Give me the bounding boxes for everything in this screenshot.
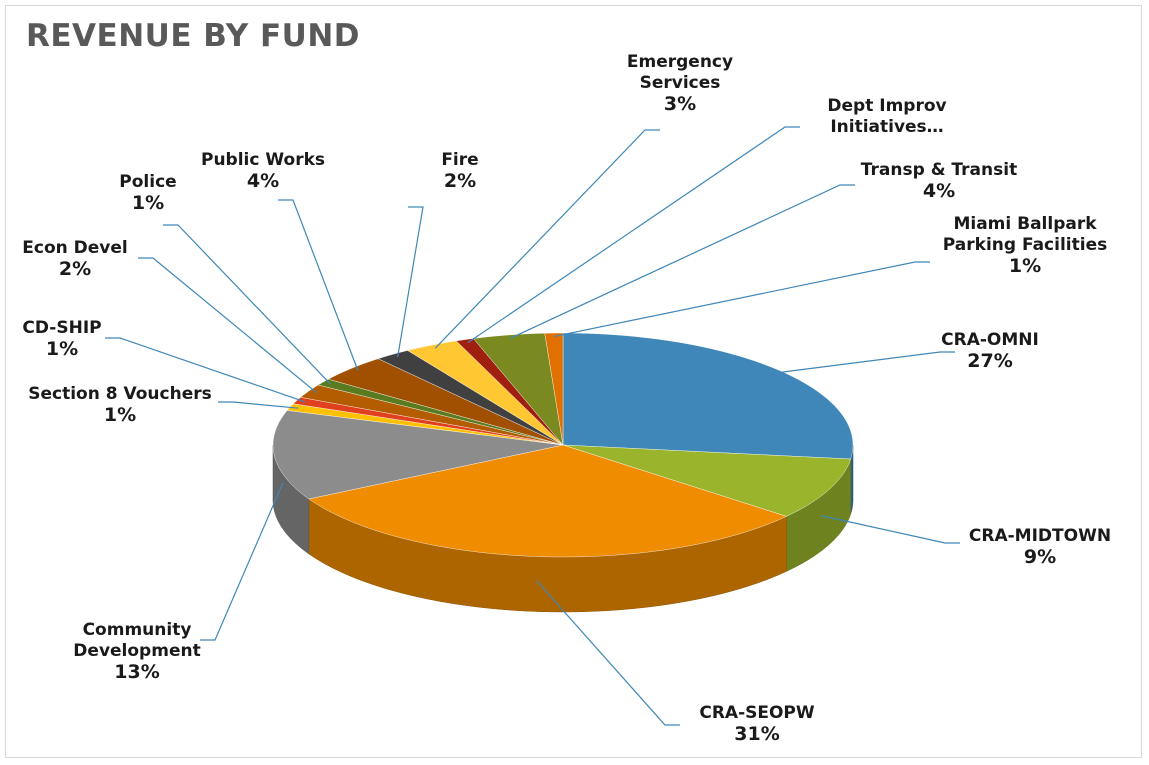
- pie-slice: [300, 384, 564, 446]
- category-label: Transp & Transit: [860, 160, 1018, 180]
- value-label: 4%: [922, 180, 956, 202]
- leader-line: [434, 129, 660, 349]
- pie-slice: [377, 350, 564, 446]
- leader-line: [554, 261, 930, 338]
- value-label: 1%: [45, 338, 79, 360]
- data-label: CRA-MIDTOWN 9%: [940, 526, 1140, 568]
- data-label: Public Works 4%: [178, 150, 348, 192]
- category-label: Econ Devel: [22, 238, 128, 258]
- leader-line: [105, 337, 306, 403]
- value-label: 3%: [663, 93, 697, 115]
- pie-sides: [272, 444, 854, 613]
- data-label: Miami Ballpark Parking Facilities 1%: [925, 214, 1125, 277]
- category-label: CD-SHIP: [22, 318, 102, 338]
- data-label: Dept Improv Initiatives…: [802, 96, 972, 138]
- chart-frame: REVENUE BY FUND: [5, 5, 1142, 758]
- category-label: Fire: [441, 150, 479, 170]
- category-label: Public Works: [200, 150, 325, 170]
- leader-line: [821, 515, 960, 544]
- leader-line: [510, 184, 855, 339]
- data-label: CRA-OMNI 27%: [890, 330, 1090, 372]
- data-label: Section 8 Vouchers 1%: [0, 384, 240, 426]
- leader-line: [218, 401, 299, 409]
- leader-line: [278, 199, 359, 371]
- value-label: 13%: [114, 661, 160, 683]
- value-label: 1%: [131, 192, 165, 214]
- leader-line: [200, 482, 284, 641]
- value-label: 2%: [443, 170, 477, 192]
- pie-slice: [472, 333, 564, 446]
- category-label: Emergency Services: [626, 52, 734, 93]
- category-label: Police: [119, 172, 177, 192]
- value-label: 1%: [103, 404, 137, 426]
- value-label: 1%: [1008, 255, 1042, 277]
- value-label: 31%: [734, 723, 780, 745]
- data-label: Fire 2%: [420, 150, 500, 192]
- category-label: Dept Improv Initiatives…: [827, 96, 947, 137]
- value-label: 27%: [967, 350, 1013, 372]
- leader-line: [536, 580, 680, 726]
- category-label: CRA-OMNI: [941, 330, 1039, 350]
- value-label: 9%: [1023, 546, 1057, 568]
- data-label: CRA-SEOPW 31%: [657, 703, 857, 745]
- pie-slice: [407, 340, 564, 446]
- pie-slice: [308, 444, 788, 558]
- data-label: Community Development 13%: [47, 620, 227, 683]
- pie-slice: [562, 332, 854, 460]
- leader-line: [467, 126, 800, 344]
- leader-line: [138, 257, 317, 394]
- category-label: CRA-MIDTOWN: [968, 526, 1112, 546]
- data-label: Econ Devel 2%: [0, 238, 150, 280]
- category-label: CRA-SEOPW: [699, 703, 815, 723]
- data-label: Transp & Transit 4%: [839, 160, 1039, 202]
- data-label: Police 1%: [98, 172, 198, 214]
- data-label: Emergency Services 3%: [620, 52, 740, 115]
- value-label: 2%: [58, 258, 92, 280]
- chart-title: REVENUE BY FUND: [26, 18, 360, 54]
- pie-slice: [272, 410, 564, 500]
- pie-slice: [544, 332, 564, 446]
- category-label: Community Development: [73, 620, 201, 661]
- category-label: Section 8 Vouchers: [28, 384, 212, 404]
- pie-slice: [562, 444, 851, 517]
- value-label: 4%: [246, 170, 280, 192]
- data-label: CD-SHIP 1%: [2, 318, 122, 360]
- category-label: Miami Ballpark Parking Facilities: [942, 214, 1108, 255]
- pie-slice: [327, 358, 564, 446]
- leader-line: [773, 351, 955, 374]
- leader-line: [397, 206, 424, 358]
- leader-line: [163, 224, 331, 385]
